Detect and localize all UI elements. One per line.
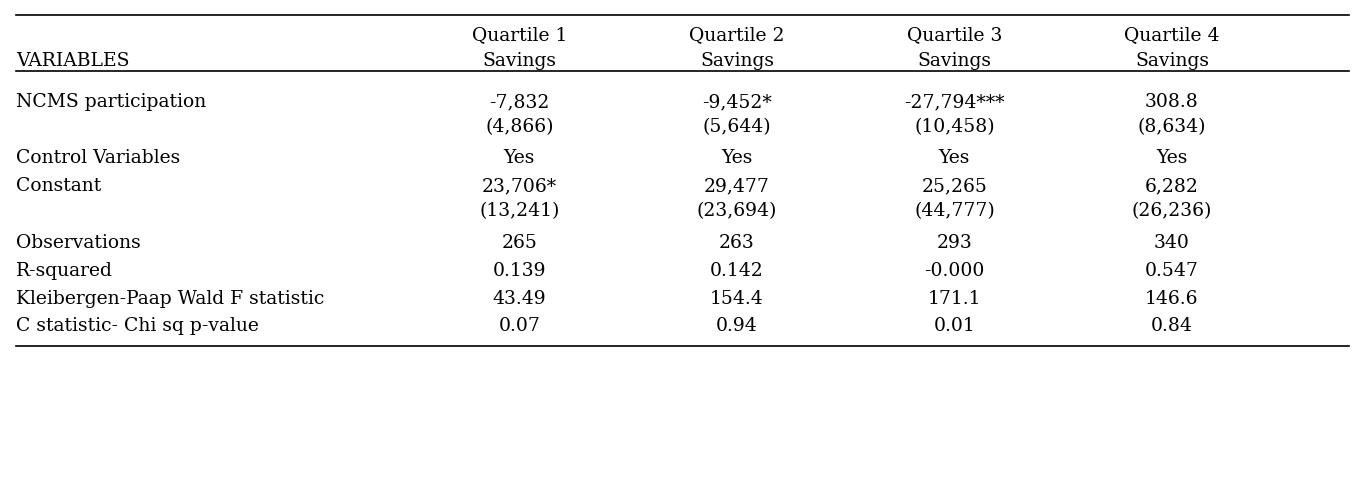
Text: NCMS participation: NCMS participation — [16, 93, 206, 111]
Text: (5,644): (5,644) — [703, 119, 771, 137]
Text: -7,832: -7,832 — [489, 93, 550, 111]
Text: C statistic- Chi sq p-value: C statistic- Chi sq p-value — [16, 317, 259, 335]
Text: Quartile 2: Quartile 2 — [689, 26, 785, 43]
Text: 265: 265 — [501, 234, 538, 252]
Text: -9,452*: -9,452* — [702, 93, 771, 111]
Text: 0.84: 0.84 — [1151, 317, 1193, 335]
Text: 6,282: 6,282 — [1145, 177, 1198, 195]
Text: (26,236): (26,236) — [1132, 203, 1212, 220]
Text: Control Variables: Control Variables — [16, 149, 180, 167]
Text: 23,706*: 23,706* — [482, 177, 557, 195]
Text: Savings: Savings — [700, 52, 774, 70]
Text: 29,477: 29,477 — [704, 177, 770, 195]
Text: Yes: Yes — [1156, 149, 1188, 167]
Text: 293: 293 — [936, 234, 972, 252]
Text: VARIABLES: VARIABLES — [16, 52, 130, 70]
Text: Observations: Observations — [16, 234, 141, 252]
Text: 154.4: 154.4 — [710, 290, 764, 308]
Text: Quartile 3: Quartile 3 — [906, 26, 1002, 43]
Text: 171.1: 171.1 — [928, 290, 981, 308]
Text: 0.07: 0.07 — [498, 317, 541, 335]
Text: Constant: Constant — [16, 177, 101, 195]
Text: Kleibergen-Paap Wald F statistic: Kleibergen-Paap Wald F statistic — [16, 290, 325, 308]
Text: Yes: Yes — [721, 149, 752, 167]
Text: 340: 340 — [1153, 234, 1190, 252]
Text: -0.000: -0.000 — [924, 262, 984, 280]
Text: R-squared: R-squared — [16, 262, 113, 280]
Text: 0.547: 0.547 — [1145, 262, 1198, 280]
Text: (10,458): (10,458) — [915, 119, 995, 137]
Text: Quartile 1: Quartile 1 — [472, 26, 566, 43]
Text: 0.142: 0.142 — [710, 262, 764, 280]
Text: (13,241): (13,241) — [479, 203, 560, 220]
Text: 263: 263 — [719, 234, 755, 252]
Text: (23,694): (23,694) — [696, 203, 777, 220]
Text: 43.49: 43.49 — [493, 290, 546, 308]
Text: 25,265: 25,265 — [921, 177, 987, 195]
Text: 0.94: 0.94 — [717, 317, 758, 335]
Text: 0.01: 0.01 — [934, 317, 975, 335]
Text: Savings: Savings — [917, 52, 991, 70]
Text: (4,866): (4,866) — [485, 119, 554, 137]
Text: Yes: Yes — [939, 149, 971, 167]
Text: Quartile 4: Quartile 4 — [1125, 26, 1220, 43]
Text: Savings: Savings — [482, 52, 557, 70]
Text: (8,634): (8,634) — [1137, 119, 1207, 137]
Text: -27,794***: -27,794*** — [904, 93, 1005, 111]
Text: 0.139: 0.139 — [493, 262, 546, 280]
Text: Yes: Yes — [504, 149, 535, 167]
Text: Savings: Savings — [1134, 52, 1209, 70]
Text: (44,777): (44,777) — [915, 203, 995, 220]
Text: 308.8: 308.8 — [1145, 93, 1198, 111]
Text: 146.6: 146.6 — [1145, 290, 1198, 308]
